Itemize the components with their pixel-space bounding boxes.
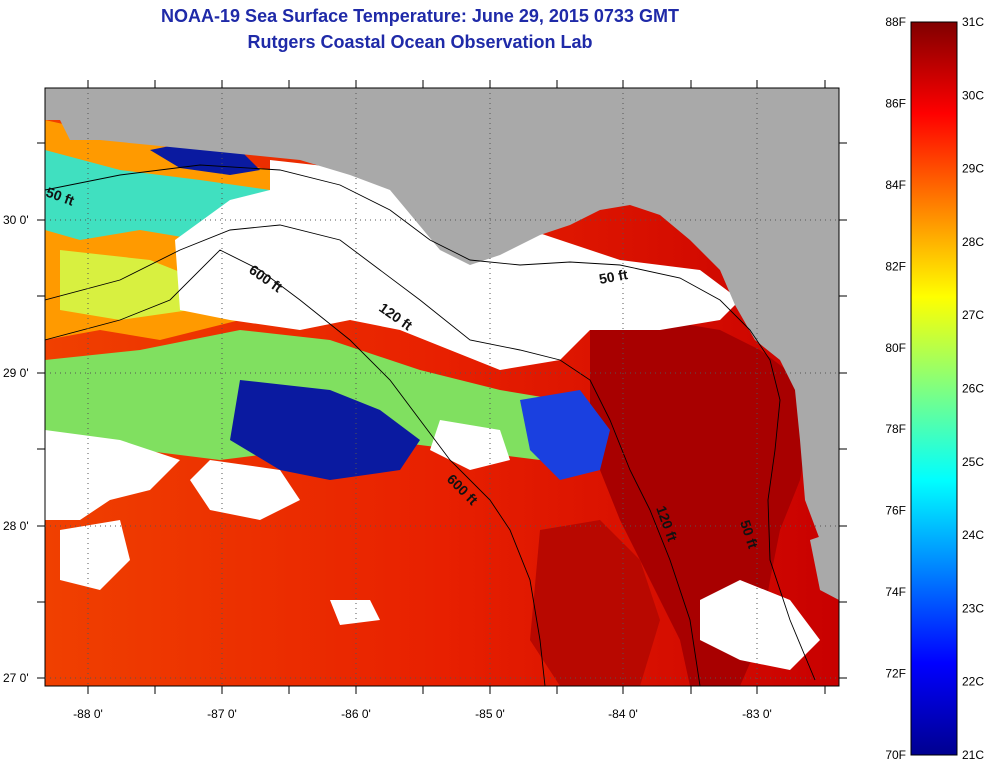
colorbar-label-c: 31C (962, 15, 984, 29)
colorbar-label-f: 80F (885, 341, 906, 355)
colorbar-label-c: 21C (962, 748, 984, 762)
colorbar: 88F 86F 84F 82F 80F 78F 76F 74F 72F 70F 31C 30C 29C 2… (885, 15, 984, 762)
land-florida (45, 88, 839, 560)
map-frame (44, 87, 840, 687)
contour-50ft (45, 164, 816, 681)
x-tick-label: -84 0' (608, 707, 638, 721)
colorbar-label-c: 27C (962, 308, 984, 322)
cloud-cover-nearshore (175, 160, 740, 370)
cloud-cover-southwest (60, 520, 130, 590)
colorbar-label-f: 84F (885, 178, 906, 192)
colorbar-label-f: 70F (885, 748, 906, 762)
land-tampa-bay (810, 530, 839, 600)
cloud-cover-west (45, 430, 180, 520)
map-subtitle: Rutgers Coastal Ocean Observation Lab (247, 32, 593, 52)
cloud-cover-central (190, 460, 300, 520)
colorbar-label-f: 86F (885, 96, 906, 110)
x-tick-label: -83 0' (742, 707, 772, 721)
colorbar-label-c: 26C (962, 382, 984, 396)
colorbar-label-f: 82F (885, 259, 906, 273)
colorbar-label-c: 24C (962, 528, 984, 542)
sea-yellow-northwest (60, 250, 200, 320)
colorbar-label-c: 30C (962, 88, 984, 102)
colorbar-label-c: 29C (962, 162, 984, 176)
colorbar-label-f: 72F (885, 667, 906, 681)
x-tick-label: -86 0' (341, 707, 371, 721)
map-title: NOAA-19 Sea Surface Temperature: June 29… (161, 6, 679, 26)
colorbar-label-f: 74F (885, 585, 906, 599)
cold-patch-east (520, 390, 610, 480)
cloud-cover-offshore (430, 420, 510, 470)
x-tick-label: -85 0' (475, 707, 505, 721)
y-tick-label: 27 0' (3, 671, 29, 685)
cold-patch-central (230, 380, 420, 480)
x-tick-label: -88 0' (73, 707, 103, 721)
y-tick-label: 30 0' (3, 213, 29, 227)
colorbar-label-c: 25C (962, 455, 984, 469)
cloud-cover-small (330, 600, 380, 625)
sea-hot-region-2 (530, 520, 660, 686)
colorbar-label-f: 88F (885, 15, 906, 29)
colorbar-scale (910, 21, 958, 756)
colorbar-label-f: 78F (885, 422, 906, 436)
x-tick-label: -87 0' (207, 707, 237, 721)
colorbar-label-f: 76F (885, 504, 906, 518)
y-tick-label: 28 0' (3, 519, 29, 533)
colorbar-label-c: 28C (962, 235, 984, 249)
cloud-cover-southeast (700, 580, 820, 670)
contour-600ft (45, 249, 546, 686)
contour-label-50ft-bigbend: 50 ft (598, 266, 629, 287)
sst-map: -88 0' -87 0' -86 0' -85 0' -84 0' -83 0' 30 0… (3, 80, 847, 721)
colorbar-label-c: 22C (962, 675, 984, 689)
colorbar-label-c: 23C (962, 601, 984, 615)
y-tick-label: 29 0' (3, 366, 29, 380)
